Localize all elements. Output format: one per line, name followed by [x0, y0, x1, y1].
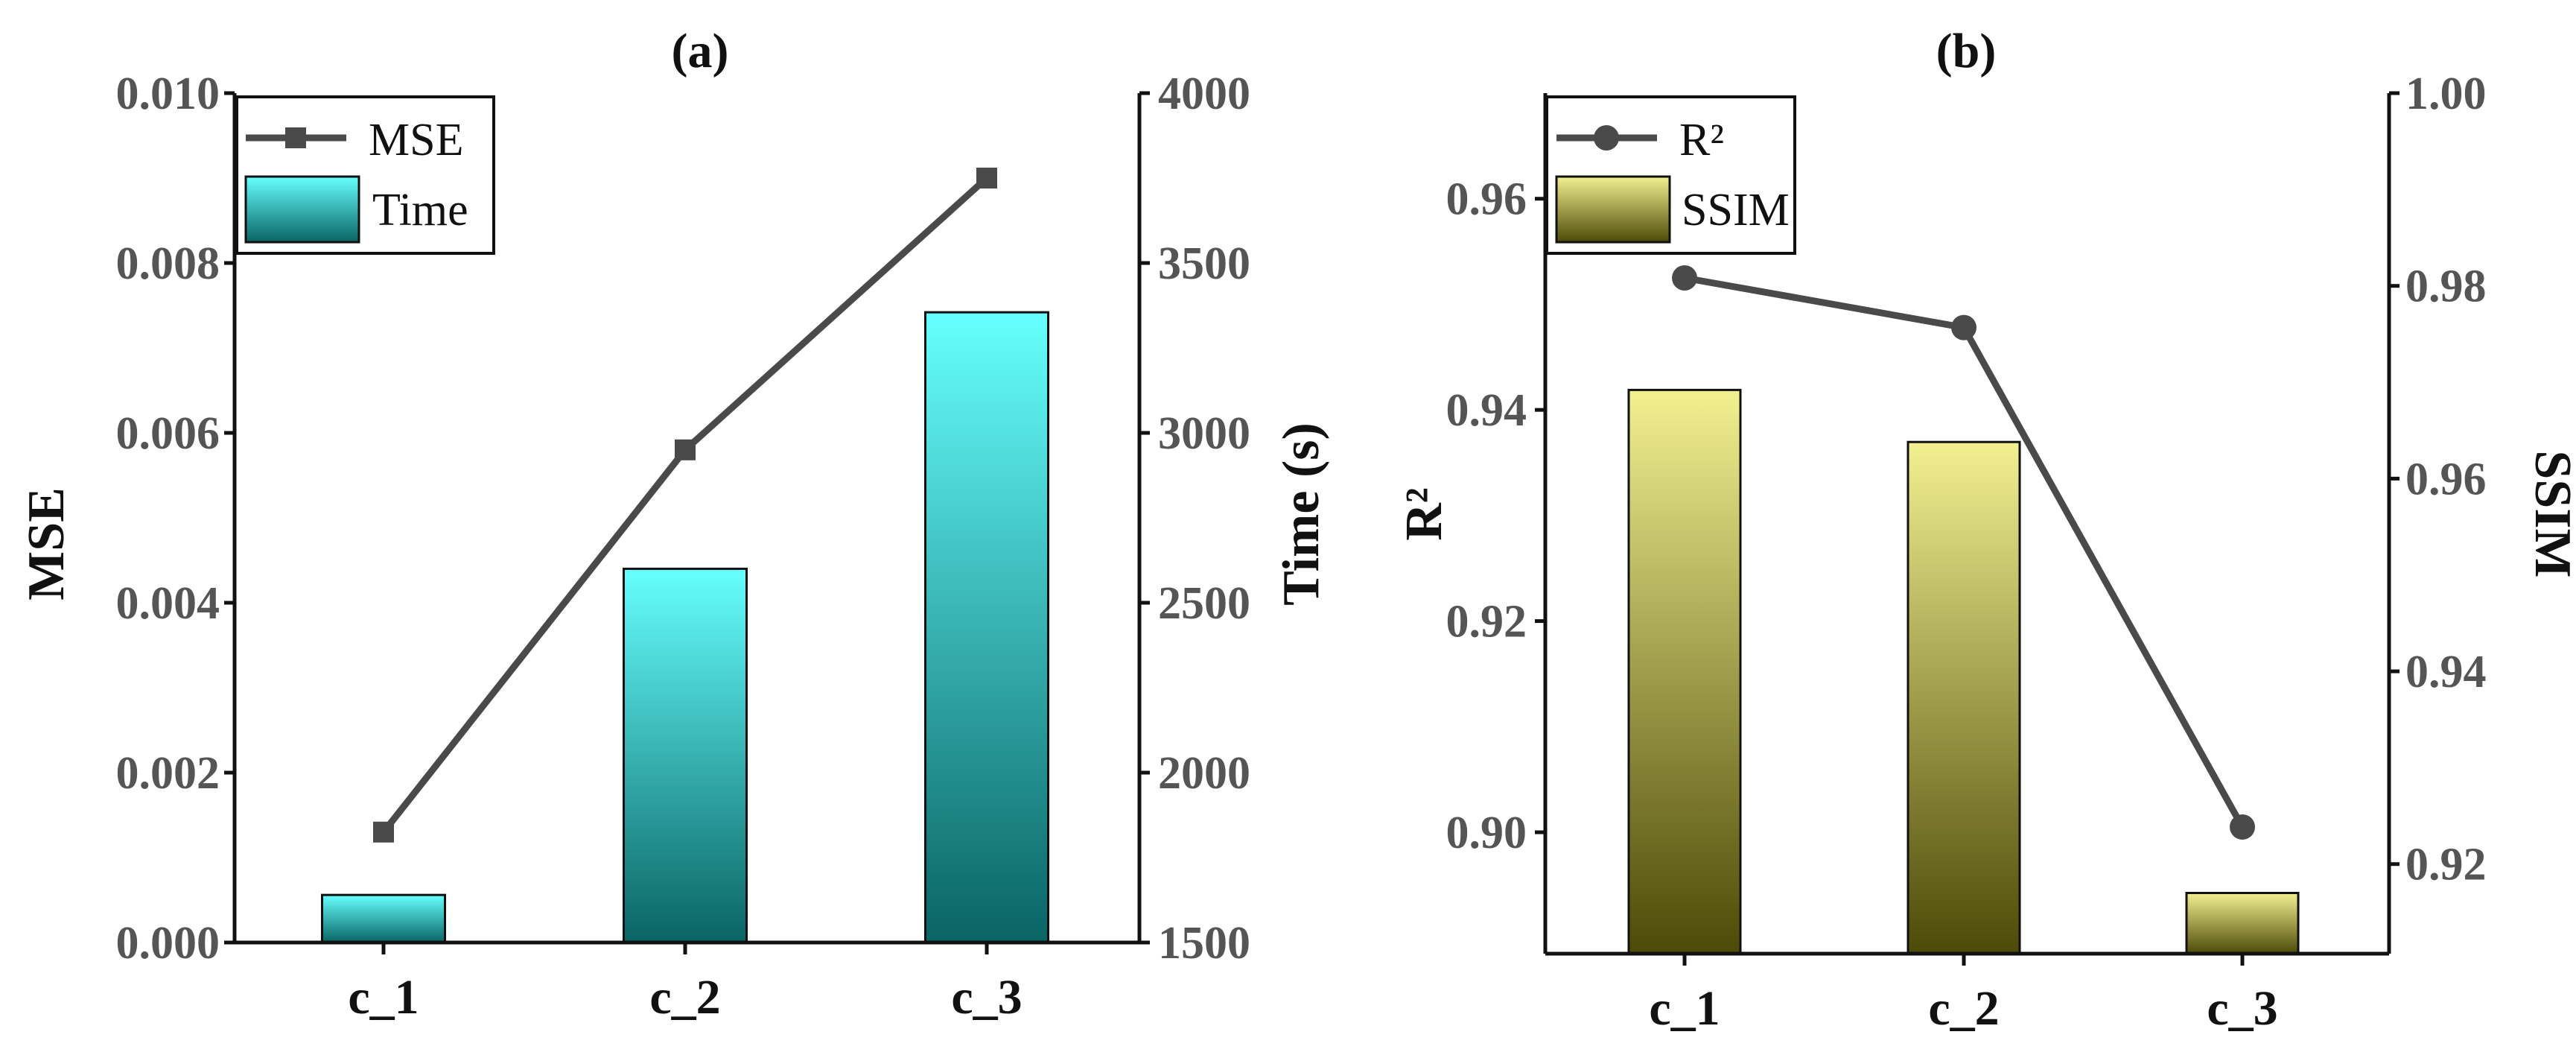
line-point-c_1 [373, 821, 394, 843]
chart-title: (b) [1936, 24, 1997, 78]
panel-b: (b) R² SSIM 0.90 0.92 0.94 0.96 0.92 0.94 0.96… [1396, 24, 2576, 1036]
line-point-c_3 [2230, 814, 2255, 840]
x-tick-label-c_1: c_1 [1649, 981, 1720, 1036]
legend-circle-marker [1594, 125, 1619, 151]
left-tick-label: 0.004 [116, 578, 220, 629]
line-point-c_1 [1672, 265, 1697, 291]
line-point-c_2 [675, 439, 696, 460]
left-tick-label: 0.002 [116, 748, 220, 799]
left-axis-label: MSE [18, 487, 75, 601]
left-tick-label: 0.92 [1446, 597, 1527, 647]
line-point-c_2 [1951, 314, 1976, 340]
bar-c_3 [924, 311, 1049, 944]
right-tick-label: 3500 [1158, 238, 1250, 289]
legend: MSE Time [235, 95, 495, 255]
legend-ssim-label: SSIM [1682, 185, 1790, 235]
bar-c_2 [623, 567, 748, 944]
legend-bar-swatch [1555, 175, 1671, 244]
left-axis-label: R² [1396, 487, 1453, 541]
right-tick-label: 4000 [1158, 69, 1250, 119]
left-tick-label: 0.008 [116, 238, 220, 289]
right-tick-label: 2000 [1158, 748, 1250, 799]
plot-area: 0.000 0.002 0.004 0.006 0.008 0.010 1500 2000 25… [116, 69, 1251, 1024]
panel-a: (a) MSE Time (s) 0.0000.0020.0040.0060.0… [18, 24, 1330, 1024]
x-tick-label-c_3: c_3 [2207, 981, 2277, 1036]
legend-mse-label: MSE [369, 115, 463, 165]
right-tick-label: 1500 [1158, 918, 1250, 969]
left-tick-label: 0.000 [116, 918, 220, 969]
left-tick-label: 0.94 [1446, 385, 1527, 436]
right-tick-label: 3000 [1158, 408, 1250, 459]
plot-area: 0.90 0.92 0.94 0.96 0.92 0.94 0.96 0.98 1.00 c_1 c… [1446, 69, 2487, 1036]
left-tick-label: 0.90 [1446, 808, 1527, 858]
left-tick-label: 0.96 [1446, 174, 1527, 225]
right-axis-label: Time (s) [1273, 422, 1330, 606]
right-tick-label: 0.92 [2405, 840, 2487, 890]
x-tick-label-c_3: c_3 [951, 970, 1022, 1024]
chart-title: (a) [672, 24, 729, 78]
right-tick-label: 0.96 [2405, 454, 2487, 504]
legend-square-marker [285, 127, 306, 148]
bar-c_1 [1627, 388, 1742, 955]
x-tick-label-c_2: c_2 [649, 970, 720, 1024]
right-tick-label: 2500 [1158, 578, 1250, 629]
legend-time-label: Time [372, 185, 468, 235]
right-tick-label: 1.00 [2405, 69, 2487, 119]
line-point-c_3 [976, 168, 997, 189]
right-tick-label: 0.94 [2405, 647, 2487, 697]
right-axis-label: SSIM [2524, 450, 2576, 577]
right-tick-label: 0.98 [2405, 262, 2487, 312]
legend-r2-label: R² [1679, 115, 1724, 165]
left-tick-label: 0.010 [116, 69, 220, 119]
left-tick-label: 0.006 [116, 408, 220, 459]
bar-c_2 [1906, 440, 2021, 955]
legend: R² SSIM [1545, 95, 1796, 255]
x-tick-label-c_1: c_1 [348, 970, 419, 1024]
legend-bar-swatch [244, 175, 360, 244]
x-tick-label-c_2: c_2 [1928, 981, 1999, 1036]
bar-c_3 [2185, 892, 2300, 955]
bar-c_1 [321, 893, 446, 944]
